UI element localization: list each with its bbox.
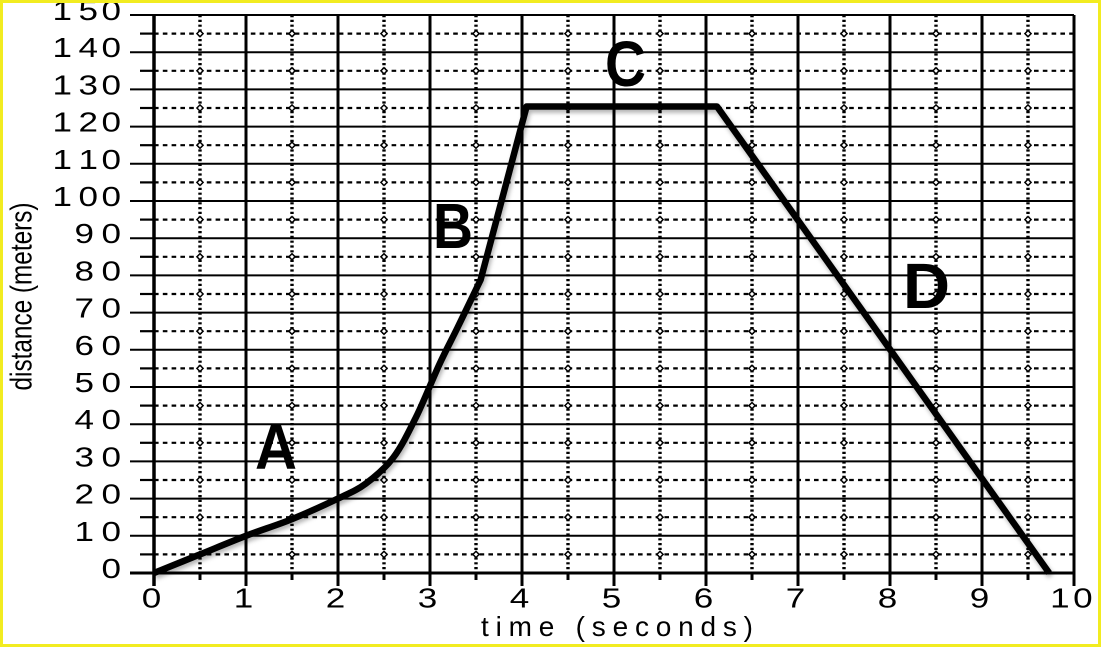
svg-text:0: 0 xyxy=(102,255,122,286)
svg-text:0: 0 xyxy=(79,181,99,212)
svg-text:distance (meters): distance (meters) xyxy=(4,203,39,391)
svg-text:1: 1 xyxy=(79,144,99,175)
svg-text:0: 0 xyxy=(1073,583,1093,614)
svg-text:0: 0 xyxy=(102,441,122,472)
svg-text:4: 4 xyxy=(510,583,530,614)
svg-text:6: 6 xyxy=(75,330,95,361)
svg-text:1: 1 xyxy=(75,516,95,547)
svg-text:0: 0 xyxy=(102,516,122,547)
svg-text:0: 0 xyxy=(102,32,122,63)
svg-text:9: 9 xyxy=(970,583,990,614)
svg-text:4: 4 xyxy=(75,404,95,435)
svg-text:0: 0 xyxy=(102,553,122,584)
svg-text:0: 0 xyxy=(102,218,122,249)
svg-text:0: 0 xyxy=(102,107,122,138)
svg-text:0: 0 xyxy=(102,293,122,324)
svg-text:1: 1 xyxy=(53,32,73,63)
svg-text:5: 5 xyxy=(602,583,622,614)
svg-text:2: 2 xyxy=(75,479,95,510)
svg-text:5: 5 xyxy=(79,0,99,26)
svg-text:0: 0 xyxy=(102,144,122,175)
svg-text:2: 2 xyxy=(326,583,346,614)
svg-text:1: 1 xyxy=(1050,583,1070,614)
svg-text:6: 6 xyxy=(694,583,714,614)
svg-text:D: D xyxy=(903,250,950,322)
svg-text:3: 3 xyxy=(75,441,95,472)
svg-text:7: 7 xyxy=(75,293,95,324)
svg-text:A: A xyxy=(255,411,297,483)
svg-text:2: 2 xyxy=(79,107,99,138)
svg-text:0: 0 xyxy=(102,69,122,100)
svg-text:time (seconds): time (seconds) xyxy=(481,611,753,642)
svg-text:9: 9 xyxy=(75,218,95,249)
svg-text:0: 0 xyxy=(102,404,122,435)
svg-text:1: 1 xyxy=(53,69,73,100)
svg-text:1: 1 xyxy=(53,144,73,175)
svg-text:1: 1 xyxy=(53,107,73,138)
svg-text:0: 0 xyxy=(102,181,122,212)
svg-text:8: 8 xyxy=(878,583,898,614)
svg-text:4: 4 xyxy=(79,32,99,63)
svg-text:7: 7 xyxy=(786,583,806,614)
svg-text:3: 3 xyxy=(418,583,438,614)
svg-text:C: C xyxy=(605,28,646,100)
svg-text:B: B xyxy=(433,190,473,262)
svg-text:5: 5 xyxy=(75,367,95,398)
svg-text:8: 8 xyxy=(75,255,95,286)
svg-text:0: 0 xyxy=(102,479,122,510)
svg-text:1: 1 xyxy=(53,181,73,212)
svg-text:0: 0 xyxy=(102,330,122,361)
svg-text:1: 1 xyxy=(234,583,254,614)
svg-text:0: 0 xyxy=(102,0,122,26)
svg-text:3: 3 xyxy=(79,69,99,100)
svg-text:0: 0 xyxy=(142,583,162,614)
svg-text:0: 0 xyxy=(102,367,122,398)
svg-text:1: 1 xyxy=(53,0,73,26)
